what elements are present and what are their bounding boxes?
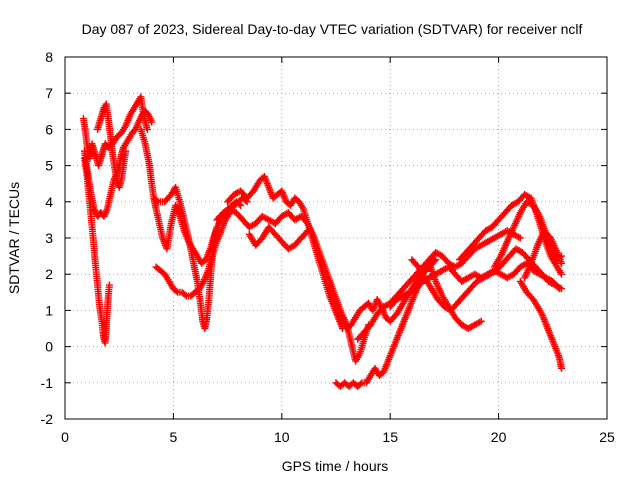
data-point: [476, 318, 484, 326]
data-point: [515, 233, 523, 241]
x-tick-label: 5: [170, 429, 178, 445]
data-series: [79, 93, 565, 390]
series-arc-12: [332, 270, 427, 390]
data-point: [357, 380, 365, 388]
data-point: [556, 284, 564, 292]
series-arc-9: [213, 205, 373, 365]
axis-ticks: 0 5 10 15 20 25 -2 -1 0 1 2 3 4 5 6 7 8: [41, 49, 615, 445]
y-tick-label: 5: [45, 158, 53, 174]
series-arc-10: [245, 223, 312, 253]
data-point: [172, 287, 180, 295]
series-arc-2: [81, 154, 113, 347]
data-point: [557, 285, 565, 293]
series-arc-18: [516, 277, 565, 372]
x-tick-label: 15: [382, 429, 398, 445]
data-point: [304, 227, 312, 235]
chart-title: Day 087 of 2023, Sidereal Day-to-day VTE…: [82, 21, 583, 37]
data-point: [143, 125, 151, 133]
series-arc-4: [94, 100, 130, 191]
x-tick-label: 25: [599, 429, 615, 445]
x-tick-label: 0: [61, 429, 69, 445]
y-tick-label: 8: [45, 49, 53, 65]
data-point: [477, 317, 485, 325]
data-point: [122, 147, 130, 155]
data-point: [557, 364, 565, 372]
y-tick-label: 7: [45, 85, 53, 101]
data-point: [153, 197, 161, 205]
y-tick-label: 2: [45, 266, 53, 282]
plot-frame: [64, 56, 608, 420]
data-point: [105, 281, 113, 289]
x-tick-label: 10: [274, 429, 290, 445]
y-tick-label: 4: [45, 194, 53, 210]
data-point: [432, 256, 440, 264]
series-arc-8: [224, 172, 347, 332]
data-point: [557, 259, 565, 267]
y-tick-label: 0: [45, 339, 53, 355]
series-arc-19: [425, 259, 485, 332]
y-tick-label: 3: [45, 230, 53, 246]
data-point: [430, 257, 438, 265]
data-point: [148, 118, 156, 126]
x-tick-label: 20: [491, 429, 507, 445]
data-point: [516, 234, 524, 242]
series-arc-13: [354, 227, 524, 343]
y-tick-label: -2: [41, 411, 54, 427]
y-axis-label: SDTVAR / TECUs: [6, 182, 22, 294]
y-tick-label: -1: [41, 375, 54, 391]
data-point: [557, 270, 565, 278]
data-point: [237, 201, 245, 209]
y-tick-label: 1: [45, 302, 53, 318]
data-point: [303, 228, 311, 236]
series-arc-20: [521, 227, 565, 282]
y-tick-label: 6: [45, 121, 53, 137]
x-axis-label: GPS time / hours: [282, 458, 389, 474]
data-point: [181, 291, 189, 299]
